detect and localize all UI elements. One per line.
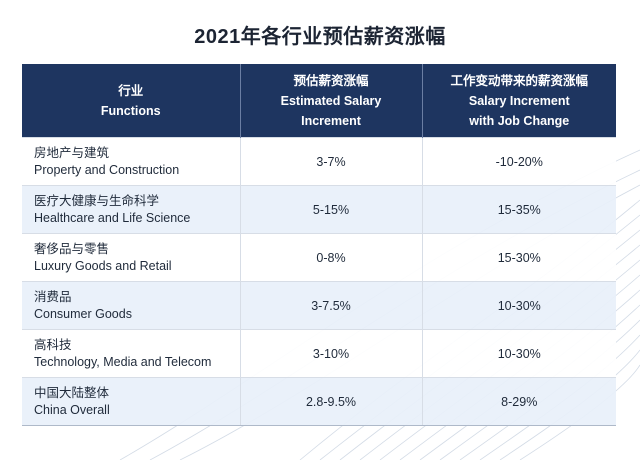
estimated-cell: 2.8-9.5% [239, 377, 422, 426]
header-job-change: 工作变动带来的薪资涨幅 Salary Increment with Job Ch… [421, 64, 616, 138]
header-estimated-en2: Increment [301, 113, 361, 128]
function-cn: 房地产与建筑 [34, 145, 110, 160]
table-row: 消费品 Consumer Goods 3-7.5% 10-30% [22, 281, 616, 330]
job-change-cell: 15-35% [421, 185, 616, 234]
table-row: 医疗大健康与生命科学 Healthcare and Life Science 5… [22, 185, 616, 234]
header-estimated-cn: 预估薪资涨幅 [293, 73, 369, 88]
page-title: 2021年各行业预估薪资涨幅 [194, 26, 446, 48]
table-row: 房地产与建筑 Property and Construction 3-7% -1… [22, 137, 616, 186]
header-job-change-en1: Salary Increment [468, 93, 570, 108]
estimated-cell: 0-8% [239, 233, 422, 282]
estimated-cell: 3-7% [239, 137, 422, 186]
header-functions: 行业 Functions [22, 64, 240, 138]
function-cn: 医疗大健康与生命科学 [34, 193, 160, 208]
function-cell: 消费品 Consumer Goods [22, 281, 240, 330]
table-row: 奢侈品与零售 Luxury Goods and Retail 0-8% 15-3… [22, 233, 616, 282]
function-cell: 房地产与建筑 Property and Construction [22, 137, 240, 186]
job-change-cell: 15-30% [421, 233, 616, 282]
estimated-cell: 5-15% [239, 185, 422, 234]
function-cell: 高科技 Technology, Media and Telecom [22, 329, 240, 378]
function-en: Technology, Media and Telecom [34, 354, 212, 369]
job-change-cell: 10-30% [421, 281, 616, 330]
estimated-cell: 3-10% [239, 329, 422, 378]
header-job-change-cn: 工作变动带来的薪资涨幅 [450, 73, 588, 88]
job-change-cell: 8-29% [421, 377, 616, 426]
function-en: Healthcare and Life Science [34, 210, 191, 225]
function-cell: 医疗大健康与生命科学 Healthcare and Life Science [22, 185, 240, 234]
header-functions-cn: 行业 [118, 83, 144, 98]
function-en: Consumer Goods [34, 306, 132, 321]
function-cn: 高科技 [34, 337, 72, 352]
header-functions-en: Functions [100, 103, 161, 118]
function-en: Luxury Goods and Retail [34, 258, 172, 273]
function-en: China Overall [34, 402, 110, 417]
table-row: 高科技 Technology, Media and Telecom 3-10% … [22, 329, 616, 378]
header-estimated-en1: Estimated Salary [280, 93, 382, 108]
estimated-cell: 3-7.5% [239, 281, 422, 330]
header-job-change-en2: with Job Change [469, 113, 570, 128]
header-estimated: 预估薪资涨幅 Estimated Salary Increment [239, 64, 422, 138]
table-header-row: 行业 Functions 预估薪资涨幅 Estimated Salary Inc… [22, 64, 616, 138]
table-row: 中国大陆整体 China Overall 2.8-9.5% 8-29% [22, 377, 616, 426]
job-change-cell: -10-20% [421, 137, 616, 186]
function-cell: 中国大陆整体 China Overall [22, 377, 240, 426]
function-cell: 奢侈品与零售 Luxury Goods and Retail [22, 233, 240, 282]
salary-increment-table: 行业 Functions 预估薪资涨幅 Estimated Salary Inc… [22, 64, 616, 426]
function-cn: 消费品 [34, 289, 72, 304]
job-change-cell: 10-30% [421, 329, 616, 378]
function-en: Property and Construction [34, 162, 180, 177]
function-cn: 中国大陆整体 [34, 385, 110, 400]
salary-table-container: 行业 Functions 预估薪资涨幅 Estimated Salary Inc… [22, 64, 616, 426]
function-cn: 奢侈品与零售 [34, 241, 110, 256]
